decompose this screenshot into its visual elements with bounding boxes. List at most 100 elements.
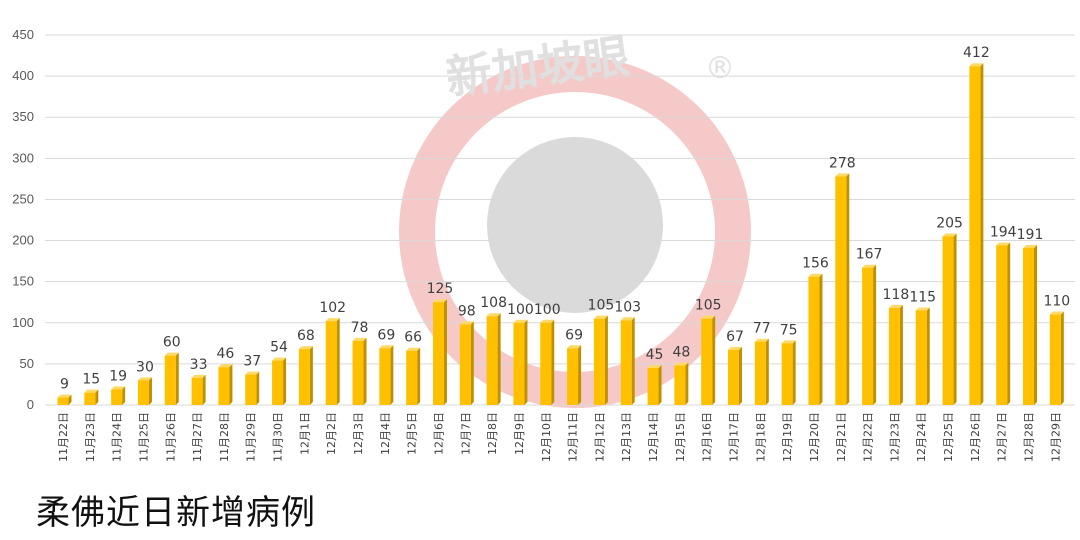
x-tick-label: 12月5日 [406,412,419,455]
bar-front [137,380,149,405]
bar-side [1007,242,1011,405]
bar-front [915,310,927,405]
bar-top [969,63,984,67]
x-tick-label: 12月11日 [567,412,580,462]
bar [1023,244,1038,405]
bar [674,362,689,405]
bar-side [336,318,340,405]
x-tick-label: 12月22日 [862,412,875,462]
x-tick-label: 12月28日 [1023,412,1036,462]
bar-front [352,340,364,405]
x-tick-label: 11月23日 [84,412,97,462]
x-tick-label: 12月18日 [754,412,767,462]
bar-top [647,365,662,368]
bar-top [379,345,394,349]
bar [137,377,152,405]
bar-front [567,348,579,405]
bar-side [685,362,689,405]
bar-side [980,63,984,405]
data-label: 105 [588,298,615,314]
bar [1049,311,1064,405]
bar [111,386,126,405]
bar [379,345,394,405]
data-label: 278 [829,155,856,171]
x-tick-label: 12月27日 [996,412,1009,462]
bar [701,315,716,405]
bar-top [781,340,796,344]
data-label: 100 [534,302,561,318]
x-tick-label: 11月28日 [218,412,231,462]
bar-front [888,307,900,405]
x-tick-label: 12月29日 [1049,412,1062,462]
bars [57,63,1064,405]
bar-top [1049,311,1064,315]
bar-side [899,304,903,405]
bar [647,365,662,405]
bar-side [765,338,769,405]
bar-side [524,319,528,405]
bar-front [379,348,391,405]
y-axis-ticks: 0 50 100 150 200 250 300 350 400 450 [12,27,34,412]
data-label: 205 [936,215,963,231]
bar [272,357,287,405]
bar [915,307,930,405]
bar-side [68,394,72,405]
bar-top [84,389,99,393]
bar-front [57,397,69,405]
x-tick-label: 12月10日 [540,412,553,462]
bar [888,304,903,405]
bar-side [712,315,716,405]
bar-top [57,394,72,398]
x-tick-label: 11月29日 [245,412,258,462]
bar-top [218,364,233,368]
y-tick-label: 200 [12,233,34,248]
bar-side [631,317,635,405]
bar [57,394,72,405]
bar-top [245,371,260,375]
bar-side [846,173,850,405]
data-label: 15 [82,372,100,388]
y-tick-label: 450 [12,27,34,42]
watermark-center [487,137,663,313]
data-label: 102 [319,300,346,316]
bar-top [137,377,152,381]
bar-front [996,245,1008,405]
bar-top [862,264,877,268]
x-tick-label: 12月16日 [701,412,714,462]
bar-side [363,337,367,405]
x-tick-label: 12月26日 [969,412,982,462]
y-tick-label: 150 [12,274,34,289]
data-label: 191 [1017,227,1044,243]
data-label: 78 [351,320,369,336]
bar-side [309,346,313,405]
bar [432,299,447,405]
x-tick-label: 12月1日 [298,412,311,455]
data-label: 98 [458,303,476,319]
x-tick-label: 12月15日 [674,412,687,462]
bar-side [926,307,930,405]
bar [325,318,340,405]
bar-top [406,347,421,351]
bar [352,337,367,405]
x-axis-labels: 11月22日 11月23日 11月24日 11月25日 11月26日 11月27日 11月2… [57,412,1062,462]
bar-front [1023,247,1035,405]
bar-top [728,346,742,350]
x-tick-label: 12月7日 [459,412,472,455]
bar-side [122,386,126,405]
bar [567,345,582,405]
bar-front [674,365,686,405]
data-label: 108 [480,295,507,311]
x-tick-label: 11月27日 [191,412,204,462]
bar-top [835,173,850,177]
bar-top [325,318,340,322]
bar-top [352,337,367,341]
bar-top [808,273,823,277]
watermark-registered-mark: ® [705,51,735,86]
x-tick-label: 11月30日 [272,412,285,462]
bar-front [862,267,874,405]
data-label: 69 [565,327,583,343]
bar-side [256,371,260,405]
bar [540,319,555,405]
bar-side [229,364,233,405]
